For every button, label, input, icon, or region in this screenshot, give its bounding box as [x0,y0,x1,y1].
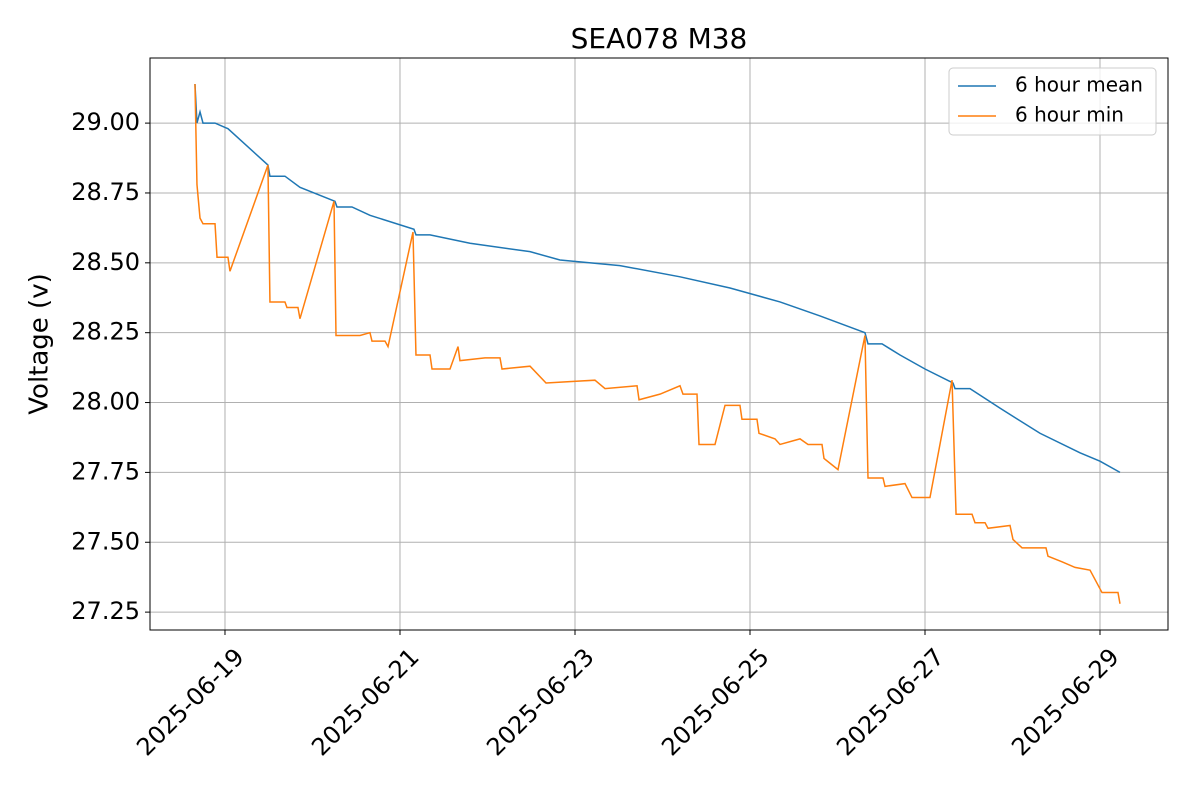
x-tick-label: 2025-06-23 [481,643,599,761]
legend-label: 6 hour mean [1015,73,1143,97]
y-axis-label: Voltage (v) [25,273,55,414]
legend-label: 6 hour min [1015,103,1124,127]
x-tick-label: 2025-06-21 [306,643,424,761]
y-tick-label: 27.75 [71,457,140,485]
y-tick-label: 27.50 [71,527,140,555]
y-tick-label: 28.25 [71,318,140,346]
legend-box [948,67,1157,136]
x-tick-label: 2025-06-25 [656,643,774,761]
y-tick-label: 28.00 [71,388,140,416]
chart-title: SEA078 M38 [571,22,748,55]
y-tick-label: 29.00 [71,108,140,136]
y-tick-label: 28.75 [71,178,140,206]
x-tick-label: 2025-06-27 [831,643,949,761]
y-tick-label: 27.25 [71,597,140,625]
x-tick-label: 2025-06-19 [131,643,249,761]
x-tick-label: 2025-06-29 [1006,643,1124,761]
series-line [194,83,1121,604]
plot-frame [149,57,1169,631]
series-line [194,83,1121,474]
y-tick-label: 28.50 [71,248,140,276]
